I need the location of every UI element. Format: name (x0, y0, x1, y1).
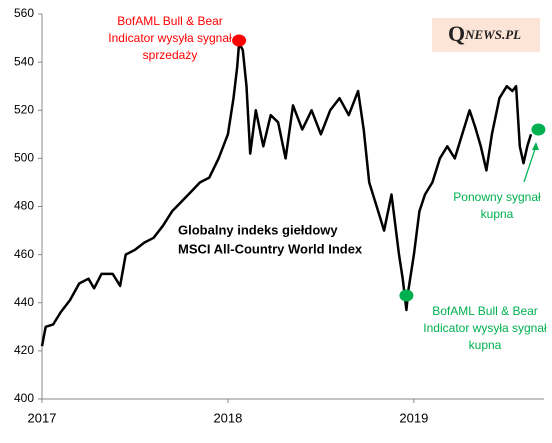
arrow (523, 145, 537, 183)
marker (399, 289, 414, 302)
line (40, 41, 533, 347)
x-tick-label: 2018 (213, 410, 242, 425)
arrow-head (532, 142, 539, 150)
y-tick-label: 540 (14, 54, 34, 68)
y-tick-label: 560 (14, 6, 34, 20)
y-tick-label: 420 (14, 343, 34, 357)
y-tick-label: 500 (14, 151, 34, 165)
y-tick-label: 400 (14, 391, 34, 405)
annotation: Indicator wysyła sygnał (108, 31, 232, 45)
x-tick-label: 2017 (28, 410, 57, 425)
x-tick-label: 2019 (399, 410, 428, 425)
y-tick-label: 480 (14, 199, 34, 213)
center-text: Globalny indeks giełdowy (178, 222, 338, 237)
annotation: kupna (481, 207, 514, 221)
annotation: BofAML Bull & Bear (117, 14, 223, 28)
annotation: sprzedaży (143, 48, 198, 62)
y-tick-label: 520 (14, 102, 34, 116)
logo: QNEWS.PL (448, 21, 521, 46)
y-tick-label: 440 (14, 295, 34, 309)
logo-rest: NEWS.PL (464, 27, 521, 42)
annotation: Ponowny sygnał (453, 190, 541, 204)
y-tick-label: 460 (14, 247, 34, 261)
annotation: Indicator wysyła sygnał (423, 321, 547, 335)
logo-box (432, 18, 540, 52)
marker (531, 123, 546, 136)
logo-q: Q (448, 21, 465, 46)
annotation: BofAML Bull & Bear (432, 304, 538, 318)
center-text: MSCI All-Country World Index (178, 241, 363, 256)
marker (232, 34, 247, 47)
annotation: kupna (469, 338, 502, 352)
